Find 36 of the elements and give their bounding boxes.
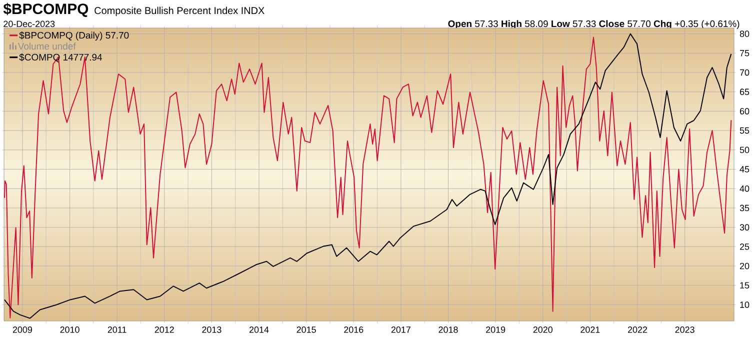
y-tick-label: 25 — [740, 244, 750, 250]
x-tick-label: 2022 — [628, 326, 648, 333]
x-tick-label: 2009 — [12, 326, 32, 333]
x-tick-label: 2016 — [344, 326, 364, 333]
x-tick-label: 2019 — [486, 326, 506, 333]
legend-label: $COMPQ 14777.94 — [19, 53, 102, 62]
text: 20-Dec-2023 — [4, 20, 55, 28]
x-tick-label: 2010 — [60, 326, 80, 333]
x-tick-label: 2017 — [391, 326, 410, 333]
x-tick-label: 2011 — [108, 326, 126, 333]
legend-label: $BPCOMPQ (Daily) 57.70 — [19, 32, 129, 41]
y-tick-label: 15 — [740, 282, 750, 289]
y-tick-label: 75 — [740, 50, 750, 56]
y-tick-label: 45 — [740, 166, 750, 172]
x-tick-label: 2014 — [249, 326, 269, 333]
x-tick-label: 2015 — [296, 326, 316, 333]
x-tick-label: 2018 — [438, 326, 458, 333]
y-tick-label: 10 — [740, 302, 750, 308]
y-tick-label: 35 — [740, 204, 750, 212]
x-tick-label: 2023 — [675, 326, 694, 333]
y-tick-label: 30 — [740, 224, 750, 231]
y-tick-label: 65 — [740, 88, 750, 96]
y-tick-label: 40 — [740, 185, 750, 192]
x-tick-label: 2020 — [533, 326, 553, 333]
y-tick-label: 80 — [740, 30, 750, 37]
x-tick-label: 2021 — [580, 326, 600, 333]
y-tick-label: 55 — [740, 127, 750, 134]
y-tick-label: 70 — [740, 69, 750, 76]
x-tick-label: 2013 — [202, 326, 222, 333]
chart-subtitle: Composite Bullish Percent Index INDX — [94, 6, 264, 16]
chart-title: $BPCOMPQ — [3, 2, 88, 17]
y-tick-label: 60 — [740, 108, 750, 114]
y-tick-label: 20 — [740, 262, 750, 270]
y-tick-label: 50 — [740, 146, 750, 154]
x-tick-label: 2012 — [154, 326, 174, 333]
annotation: Volume undef — [18, 42, 76, 50]
